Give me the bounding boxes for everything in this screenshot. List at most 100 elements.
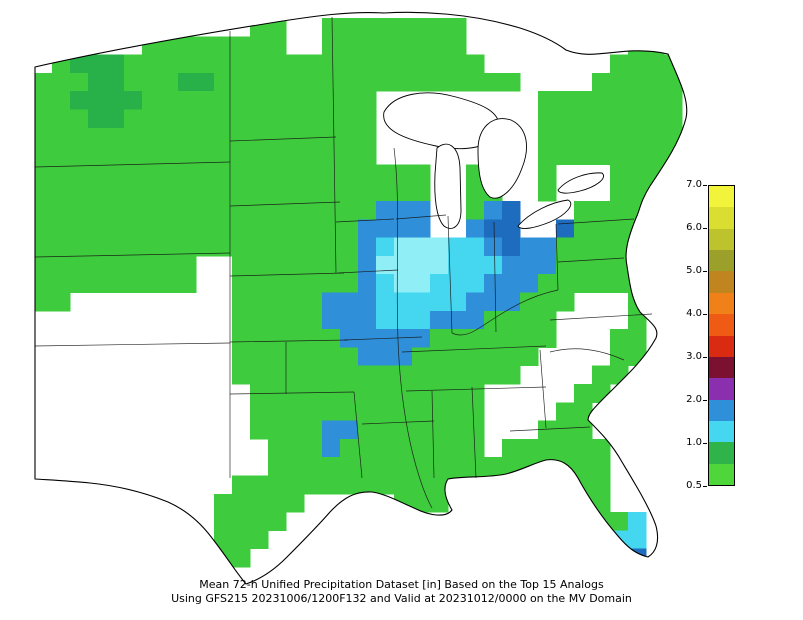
precip-cell [88,72,107,92]
precip-cell [232,54,251,74]
precip-cell [556,438,575,458]
precip-cell [178,201,197,220]
precip-cell [484,237,503,257]
precip-cell [268,274,287,293]
precip-cell [448,237,467,257]
precip-cell [538,329,557,348]
precip-cell [286,255,305,275]
precip-cell [52,182,71,202]
precip-cell [88,201,107,220]
state-boundary-line [229,391,355,395]
precip-cell [376,219,395,239]
precip-cell [250,18,269,37]
precip-cell [142,237,161,257]
precip-cell [574,274,593,293]
precip-cell [592,72,611,92]
precip-cell [268,310,287,330]
precip-cell [232,127,251,147]
precip-cell [394,274,413,293]
precip-cell [70,201,89,220]
precip-cell [196,36,215,56]
precip-cell [394,347,413,367]
precip-cell [574,201,593,220]
precip-cell [466,54,485,74]
precip-cell [250,54,269,74]
precip-cell [304,438,323,458]
state-boundary-line [229,272,345,277]
precip-cell [448,457,467,476]
precip-cell [466,310,485,330]
precip-cell [358,219,377,239]
precip-cell [268,347,287,367]
precip-cell [610,365,629,385]
precip-cell [340,109,359,129]
precip-cell [196,164,215,184]
precip-cell [286,127,305,147]
precip-cell [412,237,431,257]
precip-cell [646,109,665,129]
precip-cell [340,365,359,385]
precip-cell [358,475,377,495]
precip-cell [430,438,449,458]
precip-cell [628,219,647,239]
precip-cell [412,475,431,495]
precip-cell [430,347,449,367]
precip-cell [340,219,359,239]
precip-cell [376,54,395,74]
state-boundary-line [343,336,423,341]
precip-cell [340,292,359,312]
precip-cell [340,18,359,37]
precip-cell [322,347,341,367]
precip-cell [304,91,323,110]
precip-cell [358,164,377,184]
precip-cell [574,255,593,275]
precip-cell [538,475,557,495]
precip-cell [610,54,629,74]
precip-cell [646,237,665,257]
precip-cell [502,72,521,92]
precip-cell [160,54,179,74]
colorbar-segment-2.0-2.5 [709,378,734,400]
colorbar-segment-0.5-0.75 [709,463,734,486]
precip-cell [502,438,521,458]
colorbar-segment-2.5-3.0 [709,356,734,379]
precip-cell [376,402,395,422]
precip-cell [394,255,413,275]
precip-cell [502,219,521,239]
precip-cell [538,420,557,440]
precip-cell [35,292,53,312]
precip-cell [394,475,413,495]
precip-cell [88,91,107,110]
precip-cell [538,438,557,458]
precip-cell [35,255,53,275]
precip-cell [394,402,413,422]
precip-cell [610,512,629,531]
precip-cell [556,255,575,275]
precip-cell [88,255,107,275]
precip-cell [232,72,251,92]
precip-cell [250,420,269,440]
precip-cell [358,91,377,110]
precip-cell [196,109,215,129]
precip-cell [556,237,575,257]
precip-cell [646,292,665,312]
precip-cell [430,493,449,513]
precip-cell [178,127,197,147]
state-boundary-line [555,223,559,291]
precip-cell [628,72,647,92]
precip-cell [178,219,197,239]
precip-cell [358,182,377,202]
precip-cell [628,237,647,257]
precip-cell [376,457,395,476]
precip-cell [160,127,179,147]
precip-cell [610,274,629,293]
precip-cell [52,127,71,147]
precip-cell [142,164,161,184]
precip-cell [358,201,377,220]
precip-cell [178,255,197,275]
precip-cell [88,109,107,129]
precip-cell [448,54,467,74]
precip-cell [250,36,269,56]
precip-cell [268,438,287,458]
